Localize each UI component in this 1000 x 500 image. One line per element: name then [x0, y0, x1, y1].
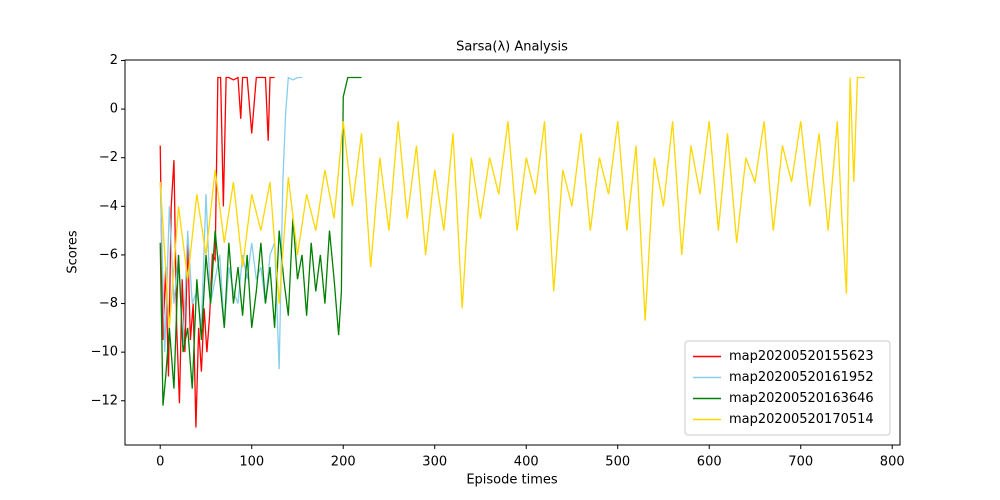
legend-label: map20200520170514 — [729, 412, 874, 427]
legend-box — [684, 340, 891, 436]
x-tick-label: 600 — [697, 455, 722, 470]
y-tick-label: −8 — [99, 296, 118, 311]
x-axis-label: Episode times — [466, 473, 558, 488]
series-line — [159, 76, 362, 406]
legend: map20200520155623 map20200520161952 map202… — [684, 340, 891, 436]
x-tick-label: 200 — [331, 455, 356, 470]
y-tick-label: −10 — [91, 345, 118, 360]
y-tick-label: −4 — [99, 199, 118, 214]
x-tick-label: 500 — [605, 455, 630, 470]
x-tick-label: 700 — [788, 455, 813, 470]
y-tick-label: 0 — [110, 102, 118, 117]
y-tick-label: −12 — [91, 393, 118, 408]
legend-label: map20200520161952 — [729, 370, 874, 385]
legend-label: map20200520163646 — [729, 391, 874, 406]
series-line — [159, 76, 303, 370]
x-tick-label: 400 — [514, 455, 539, 470]
chart-title: Sarsa(λ) Analysis — [456, 40, 568, 55]
series-line — [159, 76, 275, 428]
x-tick-label: 0 — [156, 455, 164, 470]
x-tick-label: 100 — [239, 455, 264, 470]
legend-label: map20200520155623 — [729, 349, 874, 364]
y-tick-label: 2 — [110, 53, 118, 68]
x-tick-label: 300 — [422, 455, 447, 470]
series-line — [159, 76, 865, 328]
plot-frame — [124, 59, 901, 446]
y-axis-label: Scores — [66, 230, 81, 273]
x-tick-label: 800 — [880, 455, 905, 470]
y-tick-label: −2 — [99, 150, 118, 165]
y-tick-label: −6 — [99, 247, 118, 262]
